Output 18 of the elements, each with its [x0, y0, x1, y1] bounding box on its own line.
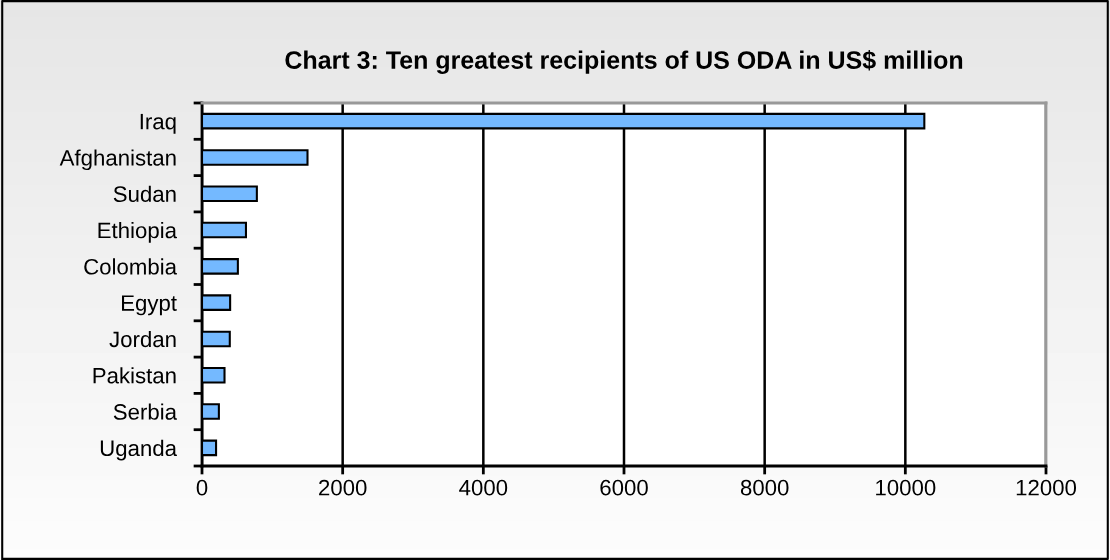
y-tick-label: Ethiopia	[98, 222, 177, 243]
y-tick-label: Colombia	[84, 258, 177, 275]
chart-title: Chart 3: Ten greatest recipients of US ODA in US$ million	[285, 50, 963, 74]
x-tick-label: 6000	[600, 479, 648, 496]
y-tick-label: Pakistan	[93, 367, 176, 384]
y-tick-label: Sudan	[113, 185, 176, 203]
y-tick-label: Uganda	[100, 439, 177, 461]
x-tick-label: 2000	[319, 479, 367, 496]
x-tick-label: 12000	[1016, 479, 1077, 496]
x-tick-label: 4000	[459, 479, 508, 496]
x-tick-label: 0	[196, 479, 208, 496]
y-tick-label: Egypt	[122, 295, 177, 316]
x-tick-label: 10000	[876, 479, 936, 496]
y-tick-label: Iraq	[140, 113, 176, 134]
y-tick-label: Serbia	[113, 403, 177, 420]
y-tick-label: Afghanistan	[59, 149, 176, 171]
x-tick-label: 8000	[740, 479, 789, 496]
y-tick-label: Jordan	[109, 330, 176, 348]
